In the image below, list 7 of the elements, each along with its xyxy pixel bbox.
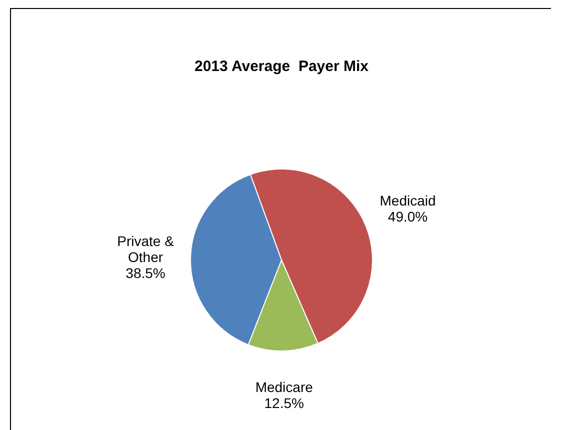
data-label: 49.0% [388, 208, 428, 224]
data-label: 12.5% [264, 394, 304, 411]
slice-label: Medicaid [380, 192, 436, 208]
chart-title: 2013 Average Payer Mix [193, 58, 370, 75]
data-label: 38.5% [126, 265, 166, 282]
slice-label: Medicare [255, 378, 314, 395]
slice-label: Private & Other [117, 233, 175, 266]
